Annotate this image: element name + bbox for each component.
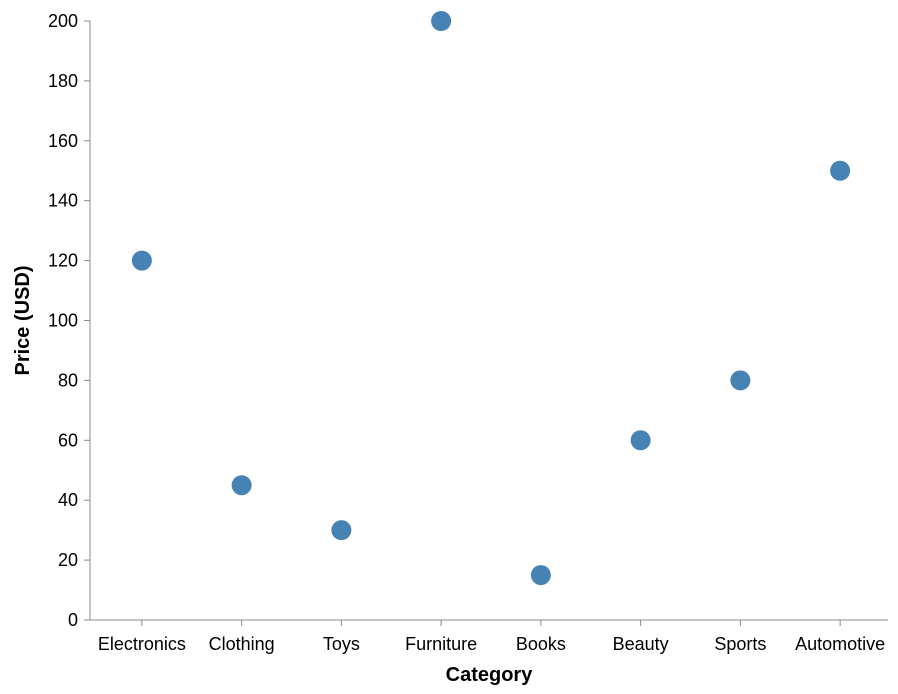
data-point [530, 565, 551, 586]
y-tick-label: 40 [58, 490, 78, 510]
data-point [331, 520, 352, 541]
y-tick-label: 200 [48, 11, 78, 31]
x-tick-label: Clothing [209, 634, 275, 654]
y-tick-label: 140 [48, 191, 78, 211]
y-tick-label: 100 [48, 311, 78, 331]
y-tick-label: 160 [48, 131, 78, 151]
y-tick-label: 60 [58, 430, 78, 450]
x-tick-label: Sports [714, 634, 766, 654]
y-tick-label: 20 [58, 550, 78, 570]
x-axis-title: Category [446, 664, 534, 686]
x-tick-label: Beauty [613, 634, 669, 654]
y-tick-label: 80 [58, 370, 78, 390]
data-points [131, 11, 851, 586]
x-tick-label: Furniture [405, 634, 477, 654]
x-tick-label: Books [516, 634, 566, 654]
y-tick-label: 120 [48, 251, 78, 271]
y-tick-label: 0 [68, 610, 78, 630]
data-point [830, 160, 851, 181]
x-axis: Electronics Clothing Toys Furniture Books Bea… [90, 619, 888, 654]
data-point [630, 430, 651, 451]
y-tick-label: 180 [48, 71, 78, 91]
x-tick-label: Electronics [98, 634, 186, 654]
data-point [730, 370, 751, 391]
x-tick-label: Automotive [795, 634, 885, 654]
y-axis: 0 20 40 60 80 100 120 140 160 180 200 [48, 11, 91, 630]
y-axis-title: Price (USD) [12, 265, 34, 375]
x-tick-label: Toys [323, 634, 360, 654]
data-point [231, 475, 252, 496]
data-point [431, 11, 452, 31]
data-point [131, 250, 152, 271]
